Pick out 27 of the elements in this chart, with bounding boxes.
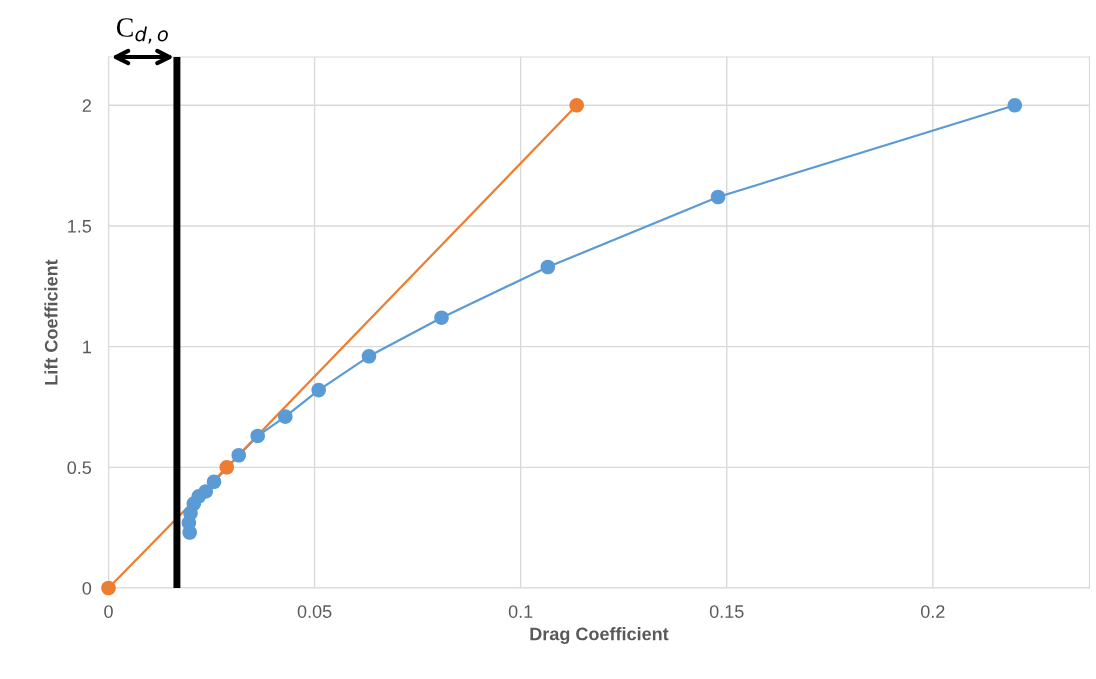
y-tick-label: 1.5 xyxy=(68,220,92,233)
x-tick-label: 0 xyxy=(104,605,113,618)
y-tick-label: 2 xyxy=(82,99,91,112)
point xyxy=(1007,98,1023,113)
point xyxy=(198,484,214,499)
x-tick-label: 0.05 xyxy=(297,605,332,618)
x-tick-label: 0.2 xyxy=(920,605,945,618)
x-axis-title: Drag Coefficient xyxy=(530,627,669,644)
x-tick-label: 0.1 xyxy=(508,605,533,618)
point xyxy=(540,259,556,275)
point xyxy=(101,580,116,596)
ref-line-label: C$_{d,o}$ xyxy=(116,18,168,44)
point xyxy=(569,98,584,113)
point xyxy=(250,428,265,444)
y-tick-label: 0.5 xyxy=(67,461,92,475)
point xyxy=(434,310,449,325)
point xyxy=(206,474,222,490)
point xyxy=(710,189,726,205)
y-axis-title: Lift Coefficient xyxy=(44,259,58,385)
y-tick-label: 1 xyxy=(83,340,91,354)
point xyxy=(278,409,293,424)
point xyxy=(231,447,247,463)
x-tick-label: 0.15 xyxy=(709,605,744,618)
point xyxy=(361,349,377,364)
point xyxy=(219,460,235,475)
point xyxy=(311,382,326,398)
y-tick-label: 0 xyxy=(82,581,92,595)
